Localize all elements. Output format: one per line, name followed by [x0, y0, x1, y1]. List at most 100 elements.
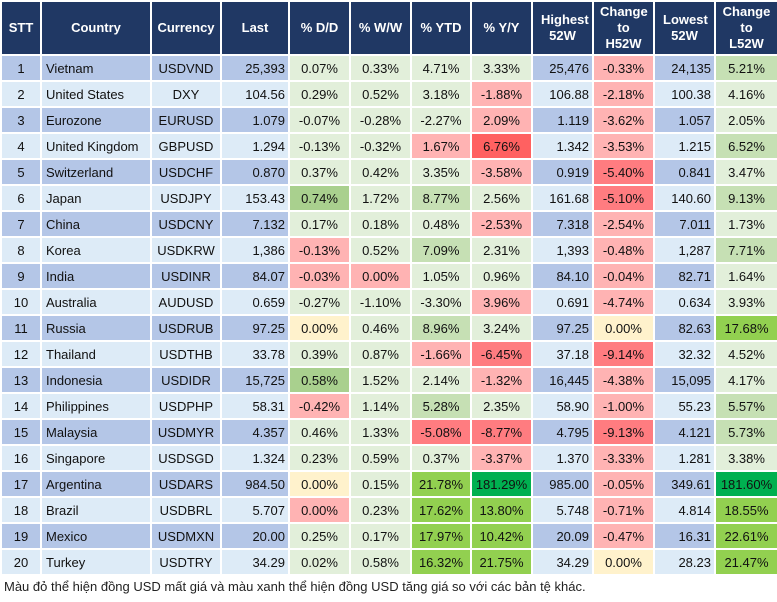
cell-currency: GBPUSD — [150, 132, 222, 160]
cell-chl: 5.73% — [714, 418, 777, 446]
cell-ww: 1.14% — [349, 392, 412, 420]
cell-chh: -0.71% — [592, 496, 655, 524]
cell-last: 5.707 — [220, 496, 290, 524]
cell-ytd: 1.05% — [410, 262, 472, 290]
cell-chl: 5.21% — [714, 54, 777, 82]
cell-yy: 13.80% — [470, 496, 533, 524]
cell-ww: 0.23% — [349, 496, 412, 524]
cell-high: 7.318 — [531, 210, 594, 238]
cell-dd: 0.00% — [288, 496, 351, 524]
cell-stt: 15 — [0, 418, 42, 446]
cell-chl: 4.16% — [714, 80, 777, 108]
cell-low: 4.121 — [653, 418, 716, 446]
cell-chh: -9.14% — [592, 340, 655, 368]
cell-dd: 0.25% — [288, 522, 351, 550]
cell-last: 7.132 — [220, 210, 290, 238]
cell-dd: -0.13% — [288, 132, 351, 160]
cell-chl: 181.60% — [714, 470, 777, 498]
cell-country: Russia — [40, 314, 152, 342]
cell-low: 16.31 — [653, 522, 716, 550]
cell-currency: USDARS — [150, 470, 222, 498]
cell-country: China — [40, 210, 152, 238]
cell-last: 97.25 — [220, 314, 290, 342]
cell-ytd: 0.37% — [410, 444, 472, 472]
cell-low: 82.63 — [653, 314, 716, 342]
cell-ww: 1.52% — [349, 366, 412, 394]
cell-ytd: 7.09% — [410, 236, 472, 264]
cell-low: 24,135 — [653, 54, 716, 82]
cell-chl: 3.38% — [714, 444, 777, 472]
cell-last: 84.07 — [220, 262, 290, 290]
cell-low: 100.38 — [653, 80, 716, 108]
table-row: 2 United States DXY 104.56 0.29% 0.52% 3.18% -1… — [0, 80, 777, 108]
cell-country: Australia — [40, 288, 152, 316]
cell-dd: 0.07% — [288, 54, 351, 82]
cell-stt: 18 — [0, 496, 42, 524]
cell-high: 1.342 — [531, 132, 594, 160]
cell-stt: 8 — [0, 236, 42, 264]
cell-ww: 0.17% — [349, 522, 412, 550]
cell-yy: 2.31% — [470, 236, 533, 264]
cell-stt: 6 — [0, 184, 42, 212]
cell-high: 1.119 — [531, 106, 594, 134]
cell-chl: 21.47% — [714, 548, 777, 576]
cell-dd: 0.39% — [288, 340, 351, 368]
cell-last: 984.50 — [220, 470, 290, 498]
cell-chh: -3.33% — [592, 444, 655, 472]
cell-stt: 1 — [0, 54, 42, 82]
cell-last: 1.079 — [220, 106, 290, 134]
cell-ww: 0.15% — [349, 470, 412, 498]
cell-currency: USDMXN — [150, 522, 222, 550]
cell-stt: 4 — [0, 132, 42, 160]
cell-yy: -8.77% — [470, 418, 533, 446]
cell-currency: USDMYR — [150, 418, 222, 446]
cell-stt: 14 — [0, 392, 42, 420]
cell-ytd: 2.14% — [410, 366, 472, 394]
cell-last: 104.56 — [220, 80, 290, 108]
table-row: 4 United Kingdom GBPUSD 1.294 -0.13% -0.32% 1.… — [0, 132, 777, 160]
cell-high: 34.29 — [531, 548, 594, 576]
cell-chl: 17.68% — [714, 314, 777, 342]
cell-low: 0.841 — [653, 158, 716, 186]
cell-low: 15,095 — [653, 366, 716, 394]
table-body: 1 Vietnam USDVND 25,393 0.07% 0.33% 4.71% 3.33%… — [0, 54, 777, 576]
cell-high: 0.691 — [531, 288, 594, 316]
cell-chl: 9.13% — [714, 184, 777, 212]
cell-chh: -0.05% — [592, 470, 655, 498]
cell-chl: 4.17% — [714, 366, 777, 394]
cell-yy: 3.33% — [470, 54, 533, 82]
cell-dd: 0.00% — [288, 314, 351, 342]
cell-last: 0.870 — [220, 158, 290, 186]
cell-dd: -0.03% — [288, 262, 351, 290]
cell-yy: -3.37% — [470, 444, 533, 472]
cell-chl: 1.73% — [714, 210, 777, 238]
table-row: 14 Philippines USDPHP 58.31 -0.42% 1.14% 5.28%… — [0, 392, 777, 420]
cell-high: 97.25 — [531, 314, 594, 342]
cell-ww: 0.52% — [349, 236, 412, 264]
cell-country: Switzerland — [40, 158, 152, 186]
cell-high: 58.90 — [531, 392, 594, 420]
table-row: 15 Malaysia USDMYR 4.357 0.46% 1.33% -5.08% -8.… — [0, 418, 777, 446]
cell-chh: -2.18% — [592, 80, 655, 108]
cell-ytd: 4.71% — [410, 54, 472, 82]
cell-country: Eurozone — [40, 106, 152, 134]
table-row: 19 Mexico USDMXN 20.00 0.25% 0.17% 17.97% 10.42… — [0, 522, 777, 550]
cell-low: 349.61 — [653, 470, 716, 498]
cell-chl: 1.64% — [714, 262, 777, 290]
cell-high: 16,445 — [531, 366, 594, 394]
cell-ytd: -3.30% — [410, 288, 472, 316]
cell-currency: USDPHP — [150, 392, 222, 420]
cell-chl: 4.52% — [714, 340, 777, 368]
cell-last: 33.78 — [220, 340, 290, 368]
cell-chl: 5.57% — [714, 392, 777, 420]
cell-dd: 0.29% — [288, 80, 351, 108]
cell-currency: DXY — [150, 80, 222, 108]
cell-ytd: -5.08% — [410, 418, 472, 446]
cell-yy: 0.96% — [470, 262, 533, 290]
cell-chl: 7.71% — [714, 236, 777, 264]
header-country: Country — [40, 0, 152, 56]
cell-stt: 20 — [0, 548, 42, 576]
cell-yy: 3.24% — [470, 314, 533, 342]
cell-yy: 21.75% — [470, 548, 533, 576]
cell-high: 0.919 — [531, 158, 594, 186]
